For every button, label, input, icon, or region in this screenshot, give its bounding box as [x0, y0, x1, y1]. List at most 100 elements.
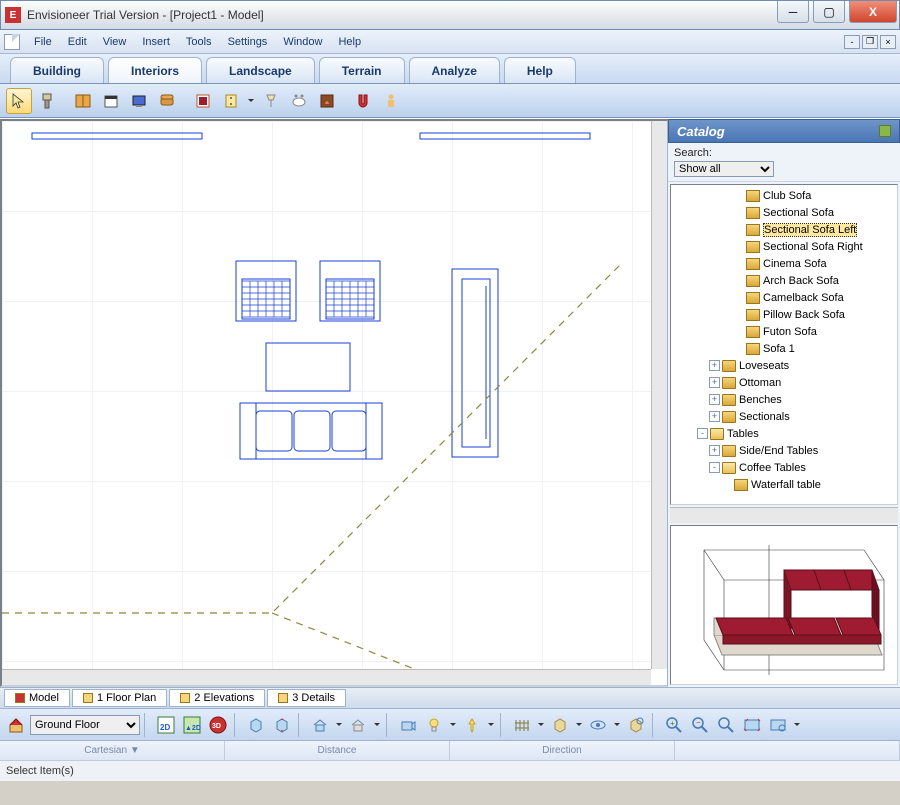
box-tool[interactable] [548, 713, 572, 737]
menu-window[interactable]: Window [275, 36, 330, 48]
visibility-dropdown[interactable] [612, 713, 622, 737]
tab-building[interactable]: Building [10, 57, 104, 83]
tree-item[interactable]: +Sectionals [673, 408, 897, 425]
tab-landscape[interactable]: Landscape [206, 57, 315, 83]
menu-file[interactable]: File [26, 36, 60, 48]
tree-item[interactable]: Futon Sofa [673, 323, 897, 340]
mdi-close[interactable]: × [880, 35, 896, 49]
paint-tool[interactable] [34, 88, 60, 114]
magnet-tool[interactable] [350, 88, 376, 114]
2d-alt-button[interactable]: ▲2D [180, 713, 204, 737]
maximize-button[interactable]: ▢ [813, 1, 845, 23]
walk-tool[interactable] [308, 713, 332, 737]
box-dropdown[interactable] [574, 713, 584, 737]
mdi-minimize[interactable]: - [844, 35, 860, 49]
expand-icon[interactable]: - [697, 428, 708, 439]
canvas-hscroll[interactable] [2, 669, 651, 685]
appliance-tool[interactable] [98, 88, 124, 114]
fence-tool[interactable] [510, 713, 534, 737]
zoom-window-button[interactable] [714, 713, 738, 737]
menu-insert[interactable]: Insert [134, 36, 178, 48]
tree-item[interactable]: Sectional Sofa [673, 204, 897, 221]
select-tool[interactable] [6, 88, 32, 114]
search-filter[interactable]: Show all [674, 161, 774, 177]
tree-item[interactable]: +Loveseats [673, 357, 897, 374]
tree-item[interactable]: +Side/End Tables [673, 442, 897, 459]
tree-item[interactable]: Sectional Sofa Left [673, 221, 897, 238]
tree-item[interactable]: Arch Back Sofa [673, 272, 897, 289]
menu-settings[interactable]: Settings [220, 36, 276, 48]
tab-model[interactable]: Model [4, 689, 70, 707]
decor-tool[interactable] [190, 88, 216, 114]
tab-details[interactable]: 3 Details [267, 689, 346, 707]
tree-item[interactable]: +Ottoman [673, 374, 897, 391]
tree-item[interactable]: Club Sofa [673, 187, 897, 204]
canvas-vscroll[interactable] [651, 121, 667, 669]
person-tool[interactable] [378, 88, 404, 114]
expand-icon[interactable]: + [709, 445, 720, 456]
lamp-tool[interactable] [258, 88, 284, 114]
home-icon[interactable] [4, 713, 28, 737]
menu-view[interactable]: View [95, 36, 135, 48]
tree-item[interactable]: -Tables [673, 425, 897, 442]
expand-icon[interactable]: + [709, 411, 720, 422]
tree-item[interactable]: Pillow Back Sofa [673, 306, 897, 323]
tree-item[interactable]: Sofa 1 [673, 340, 897, 357]
catalog-tree[interactable]: Club SofaSectional SofaSectional Sofa Le… [670, 184, 898, 505]
outlet-dropdown[interactable] [246, 88, 256, 114]
3d-view-button[interactable]: 3D [206, 713, 230, 737]
canvas[interactable] [0, 119, 668, 687]
tree-hscroll[interactable] [670, 507, 898, 523]
expand-icon[interactable]: + [709, 360, 720, 371]
tree-item[interactable]: -Coffee Tables [673, 459, 897, 476]
pin-dropdown[interactable] [486, 713, 496, 737]
camera-tool[interactable] [396, 713, 420, 737]
plumbing-tool[interactable] [286, 88, 312, 114]
tab-help[interactable]: Help [504, 57, 576, 83]
walk-dropdown[interactable] [334, 713, 344, 737]
light-tool[interactable] [422, 713, 446, 737]
outlet-tool[interactable] [218, 88, 244, 114]
tab-analyze[interactable]: Analyze [409, 57, 500, 83]
expand-icon[interactable]: + [709, 394, 720, 405]
tree-item[interactable]: Cinema Sofa [673, 255, 897, 272]
menu-edit[interactable]: Edit [60, 36, 95, 48]
tree-item[interactable]: Waterfall table [673, 476, 897, 493]
pin-tool[interactable] [460, 713, 484, 737]
menu-tools[interactable]: Tools [178, 36, 220, 48]
expand-icon[interactable]: + [709, 377, 720, 388]
zoom-out-button[interactable]: − [688, 713, 712, 737]
tab-interiors[interactable]: Interiors [108, 57, 202, 83]
fireplace-tool[interactable] [314, 88, 340, 114]
cube-tool[interactable] [244, 713, 268, 737]
electronics-tool[interactable] [126, 88, 152, 114]
zoom-extents-button[interactable] [740, 713, 764, 737]
zoom-previous-button[interactable] [766, 713, 790, 737]
fly-tool[interactable] [346, 713, 370, 737]
cube-move-tool[interactable] [270, 713, 294, 737]
close-button[interactable]: X [849, 1, 897, 23]
menu-help[interactable]: Help [330, 36, 369, 48]
zoom-dropdown[interactable] [792, 713, 802, 737]
mdi-restore[interactable]: ❐ [862, 35, 878, 49]
light-dropdown[interactable] [448, 713, 458, 737]
expand-icon[interactable]: - [709, 462, 720, 473]
furniture-tool[interactable] [154, 88, 180, 114]
tab-terrain[interactable]: Terrain [319, 57, 405, 83]
catalog-pin-icon[interactable] [879, 125, 891, 137]
tab-elevations[interactable]: 2 Elevations [169, 689, 265, 707]
tree-item[interactable]: Sectional Sofa Right [673, 238, 897, 255]
isolate-tool[interactable] [624, 713, 648, 737]
cabinet-tool[interactable] [70, 88, 96, 114]
2d-view-button[interactable]: 2D [154, 713, 178, 737]
fly-dropdown[interactable] [372, 713, 382, 737]
coord-mode[interactable]: Cartesian ▼ [0, 741, 225, 760]
visibility-tool[interactable] [586, 713, 610, 737]
minimize-button[interactable]: ─ [777, 1, 809, 23]
floor-selector[interactable]: Ground Floor [30, 715, 140, 735]
tree-item[interactable]: Camelback Sofa [673, 289, 897, 306]
fence-dropdown[interactable] [536, 713, 546, 737]
zoom-in-button[interactable]: + [662, 713, 686, 737]
tree-item[interactable]: +Benches [673, 391, 897, 408]
tab-floorplan[interactable]: 1 Floor Plan [72, 689, 167, 707]
